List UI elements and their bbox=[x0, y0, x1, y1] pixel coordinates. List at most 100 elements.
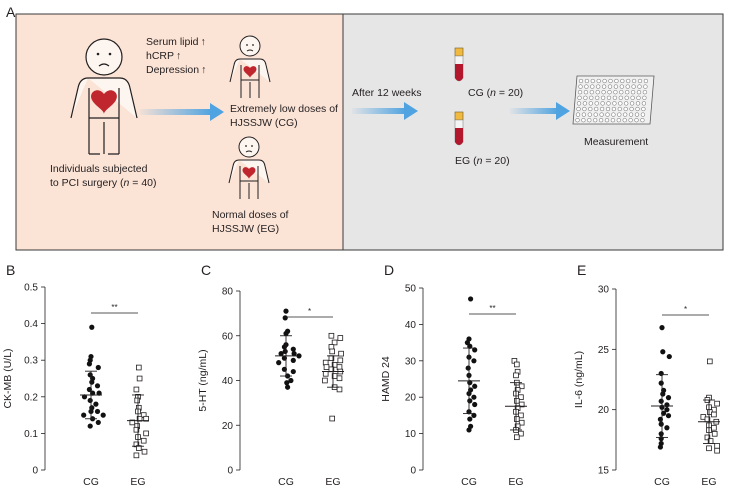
y-tick-label-b: 0.5 bbox=[24, 283, 38, 294]
point-cg-d bbox=[472, 383, 478, 389]
heart-eg-icon bbox=[242, 167, 256, 179]
y-tick-label-e: 20 bbox=[598, 405, 610, 416]
point-eg-c bbox=[328, 332, 335, 339]
plate-well bbox=[629, 106, 634, 112]
plate-well bbox=[618, 101, 623, 106]
point-eg-e bbox=[714, 447, 720, 454]
plate-well bbox=[631, 78, 637, 84]
plate-well bbox=[640, 112, 646, 117]
point-eg-c bbox=[331, 339, 338, 346]
point-cg-e bbox=[664, 425, 670, 431]
point-eg-c bbox=[337, 335, 344, 341]
x-tick-label-c: EG bbox=[325, 476, 340, 488]
point-cg-b bbox=[96, 390, 102, 396]
plate-well bbox=[604, 118, 610, 123]
point-eg-d bbox=[514, 416, 520, 422]
plate-well bbox=[637, 78, 643, 84]
plate-well bbox=[623, 106, 628, 112]
plate-well bbox=[607, 84, 613, 89]
point-cg-c bbox=[290, 346, 296, 352]
point-cg-e bbox=[658, 436, 664, 442]
point-eg-e bbox=[707, 358, 713, 365]
plate-well bbox=[625, 90, 630, 95]
plate-well bbox=[642, 90, 648, 95]
point-cg-e bbox=[660, 349, 666, 355]
point-eg-b bbox=[135, 364, 142, 371]
plate-well bbox=[582, 106, 587, 112]
point-cg-c bbox=[284, 380, 290, 386]
significance-label-c: * bbox=[308, 307, 311, 316]
arrow-3-icon bbox=[510, 102, 570, 120]
plate-well bbox=[600, 101, 605, 106]
point-cg-e bbox=[665, 413, 672, 419]
point-eg-b bbox=[141, 448, 148, 455]
plate-well bbox=[635, 101, 641, 106]
point-cg-c bbox=[290, 357, 296, 363]
point-eg-c bbox=[329, 415, 335, 422]
point-cg-e bbox=[665, 395, 672, 401]
point-cg-d bbox=[471, 358, 477, 364]
plate-well bbox=[614, 78, 619, 84]
plate-well bbox=[612, 101, 617, 106]
point-cg-e bbox=[660, 391, 666, 397]
y-tick-label-e: 25 bbox=[598, 345, 610, 356]
point-cg-d bbox=[467, 380, 473, 386]
tube-cg-label: CG (n = 20) bbox=[468, 87, 523, 99]
point-cg-b bbox=[81, 394, 88, 400]
point-eg-b bbox=[136, 415, 143, 422]
plate-well bbox=[611, 112, 616, 117]
x-tick-label-d: CG bbox=[461, 476, 477, 488]
plate-well bbox=[582, 101, 588, 106]
point-eg-b bbox=[133, 452, 140, 459]
point-cg-e bbox=[658, 370, 664, 377]
individuals-line1: Individuals subjected bbox=[50, 163, 148, 175]
plate-well bbox=[629, 101, 635, 106]
plate-well bbox=[595, 95, 600, 100]
plate-well bbox=[619, 90, 624, 95]
plate-well bbox=[622, 118, 627, 123]
plate-well bbox=[617, 106, 622, 112]
point-cg-d bbox=[467, 398, 473, 404]
point-eg-e bbox=[711, 411, 717, 418]
y-tick-label-d: 50 bbox=[405, 284, 417, 295]
plate-well bbox=[642, 95, 647, 100]
plate-well bbox=[590, 78, 595, 84]
plate-well bbox=[593, 112, 598, 117]
point-cg-b bbox=[89, 324, 95, 330]
point-cg-e bbox=[664, 402, 670, 408]
point-eg-e bbox=[704, 434, 711, 441]
plate-well bbox=[577, 90, 583, 95]
plate-well bbox=[619, 84, 624, 89]
plate-well bbox=[624, 95, 629, 100]
plate-well bbox=[599, 106, 605, 112]
plate-well bbox=[643, 84, 648, 89]
point-cg-b bbox=[86, 361, 92, 367]
plate-well bbox=[594, 106, 599, 112]
plate-well bbox=[595, 90, 600, 95]
point-cg-d bbox=[467, 416, 473, 422]
eg-dose-line2: HJSSJW (EG) bbox=[212, 223, 279, 235]
point-eg-c bbox=[323, 364, 330, 370]
panel-b-label: B bbox=[6, 262, 15, 278]
point-eg-b bbox=[143, 430, 149, 437]
point-cg-c bbox=[282, 315, 288, 321]
plate-well bbox=[634, 112, 640, 117]
plate-well bbox=[631, 84, 636, 89]
plate-well bbox=[626, 78, 631, 84]
point-cg-e bbox=[657, 444, 664, 450]
y-tick-label-c: 80 bbox=[222, 287, 234, 298]
point-cg-d bbox=[472, 401, 478, 408]
plate-well bbox=[625, 84, 630, 89]
plate-well bbox=[606, 95, 612, 100]
y-axis-title-c: 5-HT (ng/mL) bbox=[197, 349, 209, 411]
point-cg-c bbox=[282, 348, 288, 355]
plate-well bbox=[623, 112, 628, 117]
significance-label-b: ** bbox=[111, 303, 117, 312]
point-cg-c bbox=[276, 360, 282, 366]
plate-well bbox=[617, 112, 622, 117]
point-cg-c bbox=[285, 384, 291, 390]
plate-well bbox=[596, 78, 601, 84]
plate-well bbox=[643, 78, 649, 84]
point-cg-e bbox=[658, 421, 664, 427]
plate-well bbox=[588, 106, 593, 112]
